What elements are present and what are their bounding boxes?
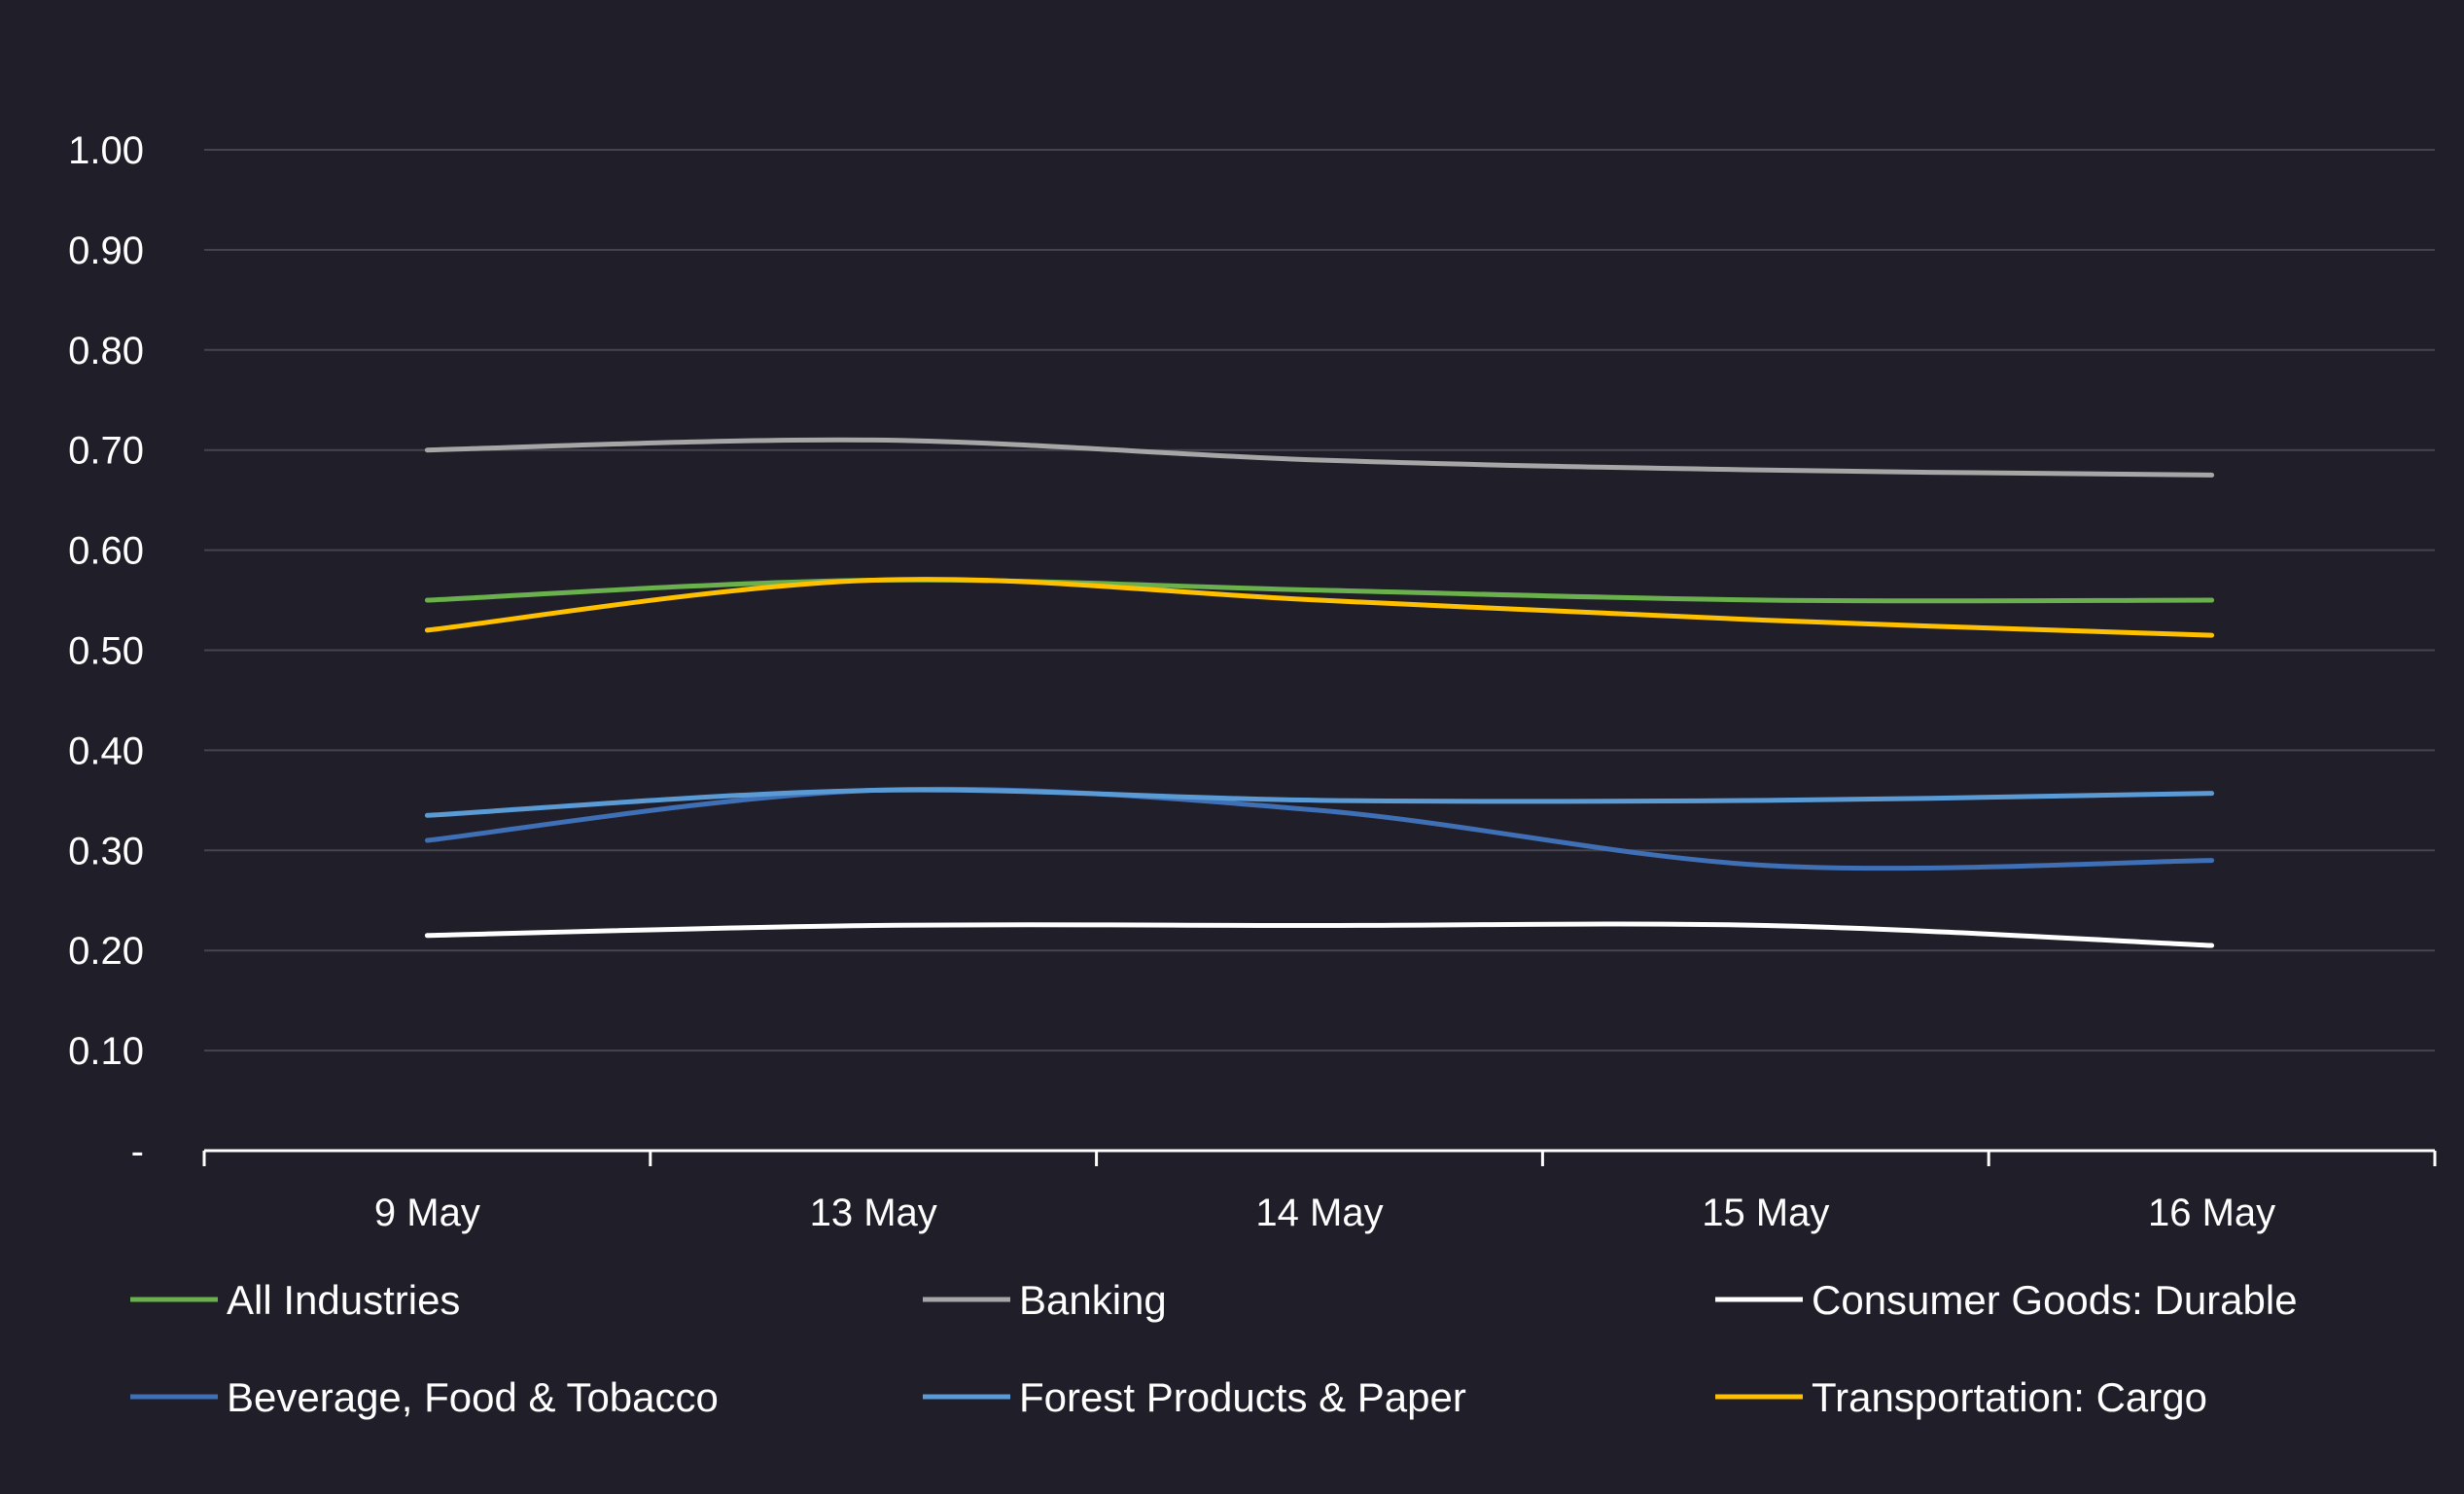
y-tick-label: 0.10	[68, 1030, 144, 1073]
series-line-2	[424, 921, 2215, 948]
y-tick-label: 0.80	[68, 330, 144, 373]
x-tick-label: 14 May	[1255, 1192, 1383, 1234]
y-axis-tick-labels: - 0.10 0.20 0.30 0.40 0.50 0.60 0.70 0.80 0.90 1.0…	[68, 129, 144, 1173]
y-tick-label: 0.90	[68, 230, 144, 272]
x-axis-tick-labels: 9 May 13 May 14 May 15 May 16 May	[374, 1192, 2275, 1234]
y-tick-label: 0.20	[68, 930, 144, 973]
legend-label: All Industries	[227, 1277, 460, 1323]
series-line-1	[424, 437, 2215, 478]
x-tick-label: 16 May	[2148, 1192, 2275, 1234]
y-tick-label: 0.60	[68, 530, 144, 573]
series-line-0	[424, 577, 2215, 604]
y-tick-label: 0.30	[68, 830, 144, 872]
y-tick-label: 0.50	[68, 630, 144, 673]
series-lines	[424, 437, 2215, 948]
series-line-4	[424, 787, 2215, 818]
legend: All Industries Banking Consumer Goods: Dur…	[130, 1277, 2298, 1420]
legend-label: Banking	[1019, 1277, 1167, 1323]
x-tick-label: 15 May	[1702, 1192, 1829, 1234]
legend-label: Forest Products & Paper	[1019, 1374, 1466, 1420]
y-tick-label: 0.70	[68, 430, 144, 473]
series-line-5	[424, 577, 2215, 638]
series-line-3	[424, 786, 2215, 872]
gridlines	[204, 149, 2435, 1052]
y-tick-label: 1.00	[68, 129, 144, 172]
y-tick-label: -	[131, 1130, 144, 1173]
legend-label: Consumer Goods: Durable	[1812, 1277, 2298, 1323]
x-tick-label: 13 May	[810, 1192, 937, 1234]
legend-label: Transportation: Cargo	[1812, 1374, 2207, 1420]
x-axis	[202, 1149, 2437, 1166]
y-tick-label: 0.40	[68, 729, 144, 772]
legend-label: Beverage, Food & Tobacco	[227, 1374, 719, 1420]
x-tick-label: 9 May	[374, 1192, 480, 1234]
